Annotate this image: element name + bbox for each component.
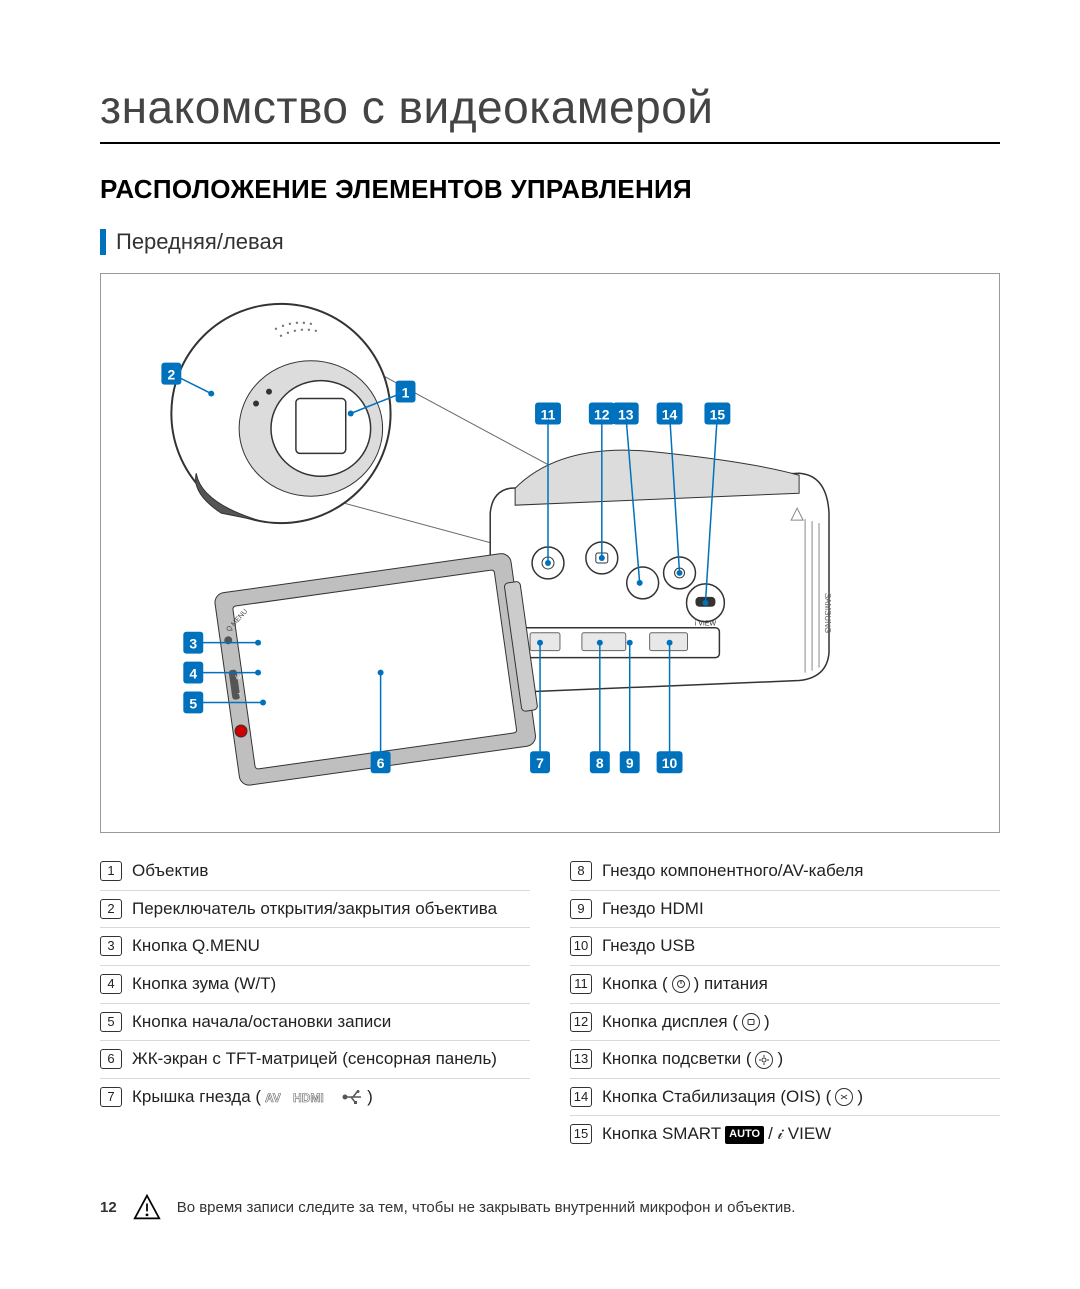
part-number-badge: 2 [100,899,122,919]
part-label: Крышка гнезда (AVHDMI) [132,1085,530,1110]
svg-text:13: 13 [618,406,634,422]
footer: 12 Во время записи следите за тем, чтобы… [100,1193,1000,1221]
part-label: Гнездо USB [602,934,1000,959]
section-heading: РАСПОЛОЖЕНИЕ ЭЛЕМЕНТОВ УПРАВЛЕНИЯ [100,174,1000,205]
part-label: Кнопка дисплея () [602,1010,1000,1035]
svg-text:HDMI: HDMI [293,1091,324,1104]
svg-text:8: 8 [596,755,604,771]
svg-text:1: 1 [402,385,410,401]
svg-text:SAMSUNG: SAMSUNG [823,593,832,633]
part-label: Кнопка Q.MENU [132,934,530,959]
parts-column-right: 8 Гнездо компонентного/AV-кабеля 9 Гнездо H… [570,853,1000,1153]
diagram-svg: SAMSUNG i VIEW Q MENU [101,274,999,832]
part-row: 5 Кнопка начала/остановки записи [100,1004,530,1042]
part-row: 10 Гнездо USB [570,928,1000,966]
part-row: 13 Кнопка подсветки () [570,1041,1000,1079]
sub-heading-text: Передняя/левая [116,229,284,255]
part-row: 1 Объектив [100,853,530,891]
svg-text:14: 14 [662,406,678,422]
part-number-badge: 9 [570,899,592,919]
accent-bar [100,229,106,255]
part-label: Кнопка () питания [602,972,1000,997]
part-number-badge: 12 [570,1012,592,1032]
part-row: 6 ЖК-экран с TFT-матрицей (сенсорная пане… [100,1041,530,1079]
part-number-badge: 6 [100,1049,122,1069]
svg-text:AV: AV [265,1091,281,1104]
part-number-badge: 4 [100,974,122,994]
part-number-badge: 8 [570,861,592,881]
part-number-badge: 3 [100,936,122,956]
svg-text:3: 3 [189,636,197,652]
part-row: 14 Кнопка Стабилизация (OIS) () [570,1079,1000,1117]
part-label: Гнездо HDMI [602,897,1000,922]
part-label: Кнопка зума (W/T) [132,972,530,997]
part-label: Переключатель открытия/закрытия объектив… [132,897,530,922]
part-row: 9 Гнездо HDMI [570,891,1000,929]
svg-text:15: 15 [710,406,726,422]
part-label: Кнопка SMART AUTO / 𝒾 VIEW [602,1122,1000,1147]
part-row: 3 Кнопка Q.MENU [100,928,530,966]
part-number-badge: 11 [570,974,592,994]
part-label: ЖК-экран с TFT-матрицей (сенсорная панел… [132,1047,530,1072]
part-label: Объектив [132,859,530,884]
part-label: Гнездо компонентного/AV-кабеля [602,859,1000,884]
part-row: 8 Гнездо компонентного/AV-кабеля [570,853,1000,891]
svg-text:6: 6 [377,755,385,771]
part-row: 15 Кнопка SMART AUTO / 𝒾 VIEW [570,1116,1000,1153]
part-label: Кнопка начала/остановки записи [132,1010,530,1035]
part-row: 4 Кнопка зума (W/T) [100,966,530,1004]
part-number-badge: 10 [570,936,592,956]
parts-column-left: 1 Объектив 2 Переключатель открытия/закрыти… [100,853,530,1153]
part-number-badge: 15 [570,1124,592,1144]
diagram-container: SAMSUNG i VIEW Q MENU [100,273,1000,833]
part-number-badge: 5 [100,1012,122,1032]
part-number-badge: 1 [100,861,122,881]
footer-text: Во время записи следите за тем, чтобы не… [177,1199,796,1216]
part-row: 7Крышка гнезда (AVHDMI) [100,1079,530,1116]
part-number-badge: 13 [570,1049,592,1069]
part-label: Кнопка Стабилизация (OIS) () [602,1085,1000,1110]
svg-text:10: 10 [662,755,678,771]
svg-text:11: 11 [541,406,556,422]
svg-text:4: 4 [189,666,197,682]
part-label: Кнопка подсветки () [602,1047,1000,1072]
part-number-badge: 7 [100,1087,122,1107]
svg-text:5: 5 [189,695,197,711]
svg-text:7: 7 [536,755,544,771]
page-number: 12 [100,1199,117,1216]
sub-heading: Передняя/левая [100,229,1000,255]
svg-text:12: 12 [594,406,610,422]
warning-icon [133,1193,161,1221]
part-row: 2 Переключатель открытия/закрытия объекти… [100,891,530,929]
page-title: знакомство с видеокамерой [100,80,1000,144]
svg-text:9: 9 [626,755,634,771]
svg-text:i VIEW: i VIEW [695,621,717,628]
part-number-badge: 14 [570,1087,592,1107]
part-row: 12 Кнопка дисплея () [570,1004,1000,1042]
parts-list: 1 Объектив 2 Переключатель открытия/закрыти… [100,853,1000,1153]
svg-text:2: 2 [167,367,175,383]
part-row: 11 Кнопка () питания [570,966,1000,1004]
